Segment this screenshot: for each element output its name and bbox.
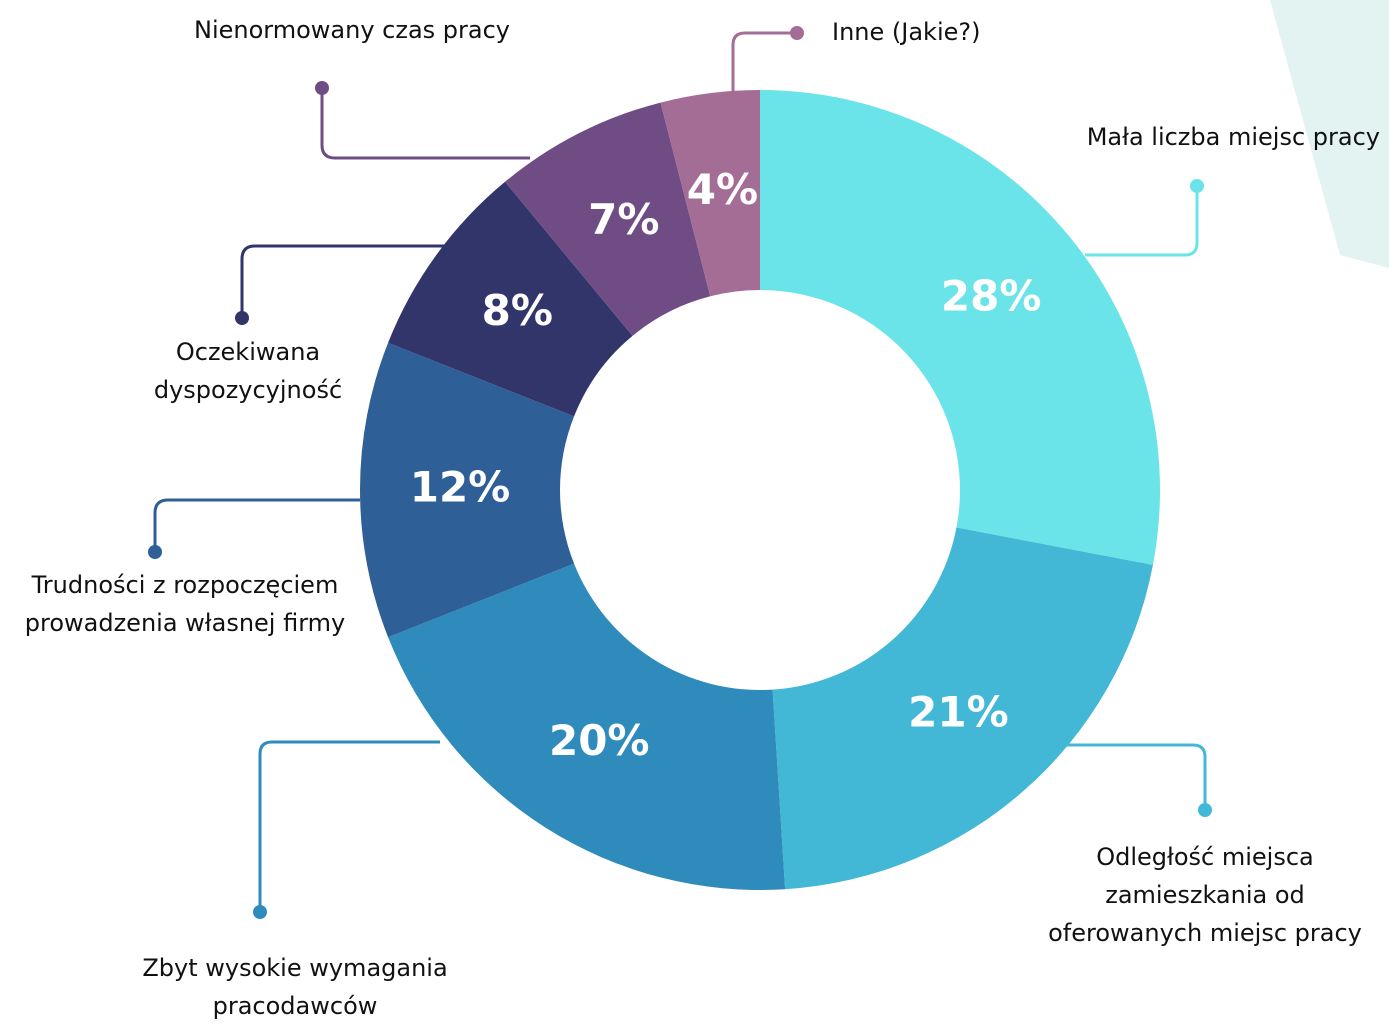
donut-segment: [760, 90, 1160, 565]
category-label: Trudności z rozpoczęciem prowadzenia wła…: [24, 571, 346, 637]
value-label: 8%: [482, 286, 553, 335]
donut-segment: [388, 563, 786, 890]
value-label: 28%: [941, 271, 1042, 320]
value-label: 12%: [410, 463, 511, 512]
connector: [1085, 186, 1199, 257]
donut-segment: [505, 102, 711, 336]
connector: [320, 88, 530, 160]
category-label: Mała liczba miejsc pracy: [1086, 123, 1380, 151]
connector-dot: [253, 905, 267, 919]
value-label: 20%: [549, 716, 650, 765]
category-label: Inne (Jakie?): [832, 18, 981, 46]
category-label: Odległość miejsca zamieszkania od oferow…: [1048, 843, 1362, 947]
donut-segment: [388, 181, 633, 417]
value-label: 7%: [588, 195, 659, 244]
value-label: 21%: [908, 688, 1009, 737]
connector-dot: [1198, 803, 1212, 817]
connector-dot: [1190, 179, 1204, 193]
category-label: Oczekiwana dyspozycyjność: [153, 338, 343, 404]
connector: [240, 244, 445, 318]
connector: [153, 498, 360, 552]
donut-segment: [360, 342, 575, 638]
value-label: 4%: [687, 165, 758, 214]
category-label: Nienormowany czas pracy: [193, 16, 510, 44]
connector-dot: [315, 81, 329, 95]
connector: [731, 31, 797, 92]
donut-segment: [772, 527, 1153, 890]
connector: [1065, 743, 1207, 810]
connector-dot: [235, 311, 249, 325]
background-shape: [1270, 0, 1389, 268]
donut-segment: [660, 90, 760, 297]
connector-dot: [148, 545, 162, 559]
connector: [258, 740, 440, 912]
connector-dot: [790, 26, 804, 40]
category-label: Zbyt wysokie wymagania pracodawców: [142, 954, 448, 1020]
